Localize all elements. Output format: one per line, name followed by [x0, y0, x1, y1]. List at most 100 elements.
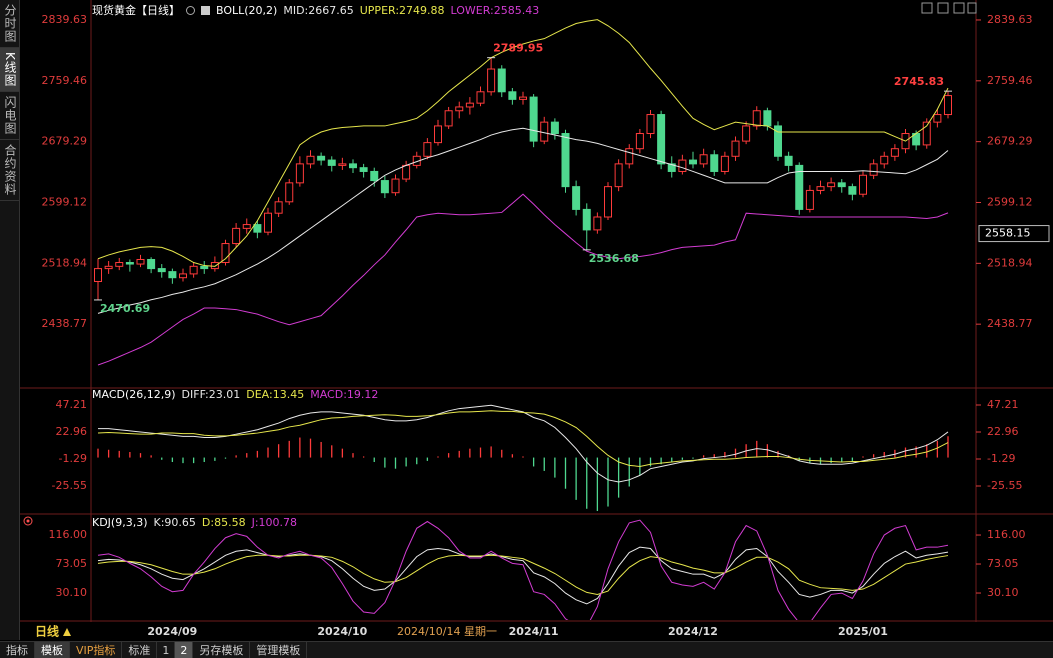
candle-body [168, 271, 177, 279]
chart-header: MACD(26,12,9) DIFF:23.01 DEA:13.45 MACD:19.… [92, 388, 378, 401]
y-tick-label: 2759.46 [42, 74, 88, 87]
toolbar-tab[interactable]: 2 [175, 642, 194, 658]
y-tick-label: 30.10 [987, 586, 1019, 599]
candle-body [816, 186, 825, 191]
candle-body [667, 163, 676, 172]
candle-body [689, 159, 697, 165]
y-tick-label: 22.96 [987, 425, 1019, 438]
candle-body [795, 164, 804, 210]
y-tick-label: 2839.63 [987, 13, 1033, 26]
candle-body [678, 159, 687, 172]
x-tick-label: 2024/09 [147, 625, 197, 638]
candle-body [253, 224, 262, 233]
chart-header: KDJ(9,3,3) K:90.65 D:85.58 J:100.78 [92, 516, 297, 529]
toolbar-tab[interactable]: 另存模板 [193, 642, 251, 658]
plot-area [97, 519, 949, 620]
candle-body [859, 174, 867, 195]
candle-body [880, 155, 889, 165]
candle-body [497, 68, 506, 93]
toolbar-tab[interactable]: VIP指标 [70, 642, 123, 658]
candle-body [147, 258, 156, 270]
y-tick-label: 2438.77 [987, 317, 1033, 330]
candle-body [189, 265, 198, 275]
toolbar: 指标 模板 VIP指标 标准 1 2 另存模板 管理模板 [0, 641, 1053, 658]
toolbar-tab[interactable]: 1 [157, 642, 176, 658]
candle-body [890, 148, 899, 157]
period-arrow[interactable] [63, 628, 71, 636]
candle-body [232, 227, 241, 245]
indicator-line [97, 193, 949, 366]
tab[interactable]: 闪电图 [0, 92, 19, 140]
candle-body [922, 121, 931, 146]
chart-title: MACD(26,12,9) [92, 388, 176, 401]
tab[interactable]: K线图 [0, 48, 19, 92]
toolbar-tab[interactable]: 指标 [0, 642, 35, 658]
candle-body [179, 273, 187, 279]
candle-body [784, 155, 793, 166]
candle-body [423, 142, 432, 157]
legend-item: MACD:19.12 [310, 388, 379, 401]
candle-body [104, 265, 113, 270]
extreme-label: 2789.95 [493, 42, 543, 55]
candle-body [635, 133, 644, 150]
y-tick-label: 73.05 [56, 557, 88, 570]
y-tick-label: 47.21 [56, 398, 88, 411]
legend-item: DIFF:23.01 [181, 388, 241, 401]
panel-icon[interactable] [23, 516, 33, 526]
chart-header: 现货黄金【日线】 BOLL(20,2) MID:2667.65 UPPER:2749.… [92, 2, 539, 18]
candle-body [157, 268, 166, 273]
tab[interactable]: 分时图 [0, 0, 19, 48]
candle-body [508, 91, 517, 100]
settings-icon[interactable] [201, 5, 210, 15]
candle-body [264, 212, 272, 233]
window-icons[interactable] [921, 2, 977, 14]
y-tick-label: -1.29 [59, 452, 87, 465]
candle-body [285, 182, 294, 203]
candle-body [295, 163, 304, 184]
candle-body [487, 68, 496, 93]
toolbar-tab[interactable]: 管理模板 [250, 642, 308, 658]
x-tick-label: 2024/12 [668, 625, 718, 638]
y-tick-label: 116.00 [987, 528, 1026, 541]
collapse-icon[interactable] [186, 5, 195, 15]
candle-body [402, 164, 411, 180]
candle-body [752, 110, 761, 127]
candle-body [572, 186, 581, 210]
candle-body [837, 182, 846, 188]
period-label[interactable]: 日线 [35, 624, 59, 639]
extreme-label: 2745.83 [894, 75, 944, 88]
candle-body [805, 189, 814, 210]
candle-body [306, 155, 315, 165]
toolbar-tab[interactable]: 标准 [122, 642, 158, 658]
candle-body [434, 125, 442, 144]
candle-body [210, 262, 219, 270]
legend-item: LOWER:2585.43 [450, 3, 540, 17]
plot-area [97, 404, 949, 511]
y-tick-label: -25.55 [52, 479, 87, 492]
y-tick-label: 2759.46 [987, 74, 1033, 87]
candle-body [200, 265, 209, 270]
chart: 日线 2839.63 2839.63 2759.46 2759.46 2679.29 26… [20, 0, 1053, 639]
tab[interactable]: 合约资料 [0, 140, 19, 201]
indicator-line [97, 19, 949, 267]
candle-body [614, 163, 623, 188]
y-tick-label: 116.00 [49, 528, 88, 541]
toolbar-tab[interactable]: 模板 [35, 642, 70, 658]
candle-body [349, 163, 357, 169]
indicator-line [98, 404, 949, 483]
candle-body [625, 148, 634, 165]
icon[interactable] [921, 2, 933, 14]
candle-body [646, 114, 655, 135]
icon[interactable] [953, 2, 965, 14]
indicator-line [97, 554, 949, 595]
indicator-line [97, 519, 949, 620]
candle-body [540, 121, 549, 142]
candle-body [561, 133, 570, 188]
candle-body [657, 114, 666, 165]
y-tick-label: -25.55 [987, 479, 1022, 492]
extreme-label: 2470.69 [100, 302, 150, 315]
icon[interactable] [967, 2, 977, 14]
candle-body [327, 159, 336, 166]
icon[interactable] [937, 2, 949, 14]
plot-area [94, 19, 952, 366]
